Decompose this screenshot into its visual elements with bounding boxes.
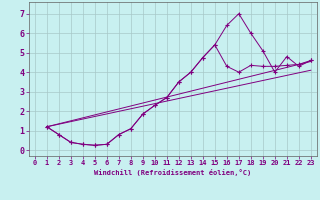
X-axis label: Windchill (Refroidissement éolien,°C): Windchill (Refroidissement éolien,°C) [94,169,252,176]
